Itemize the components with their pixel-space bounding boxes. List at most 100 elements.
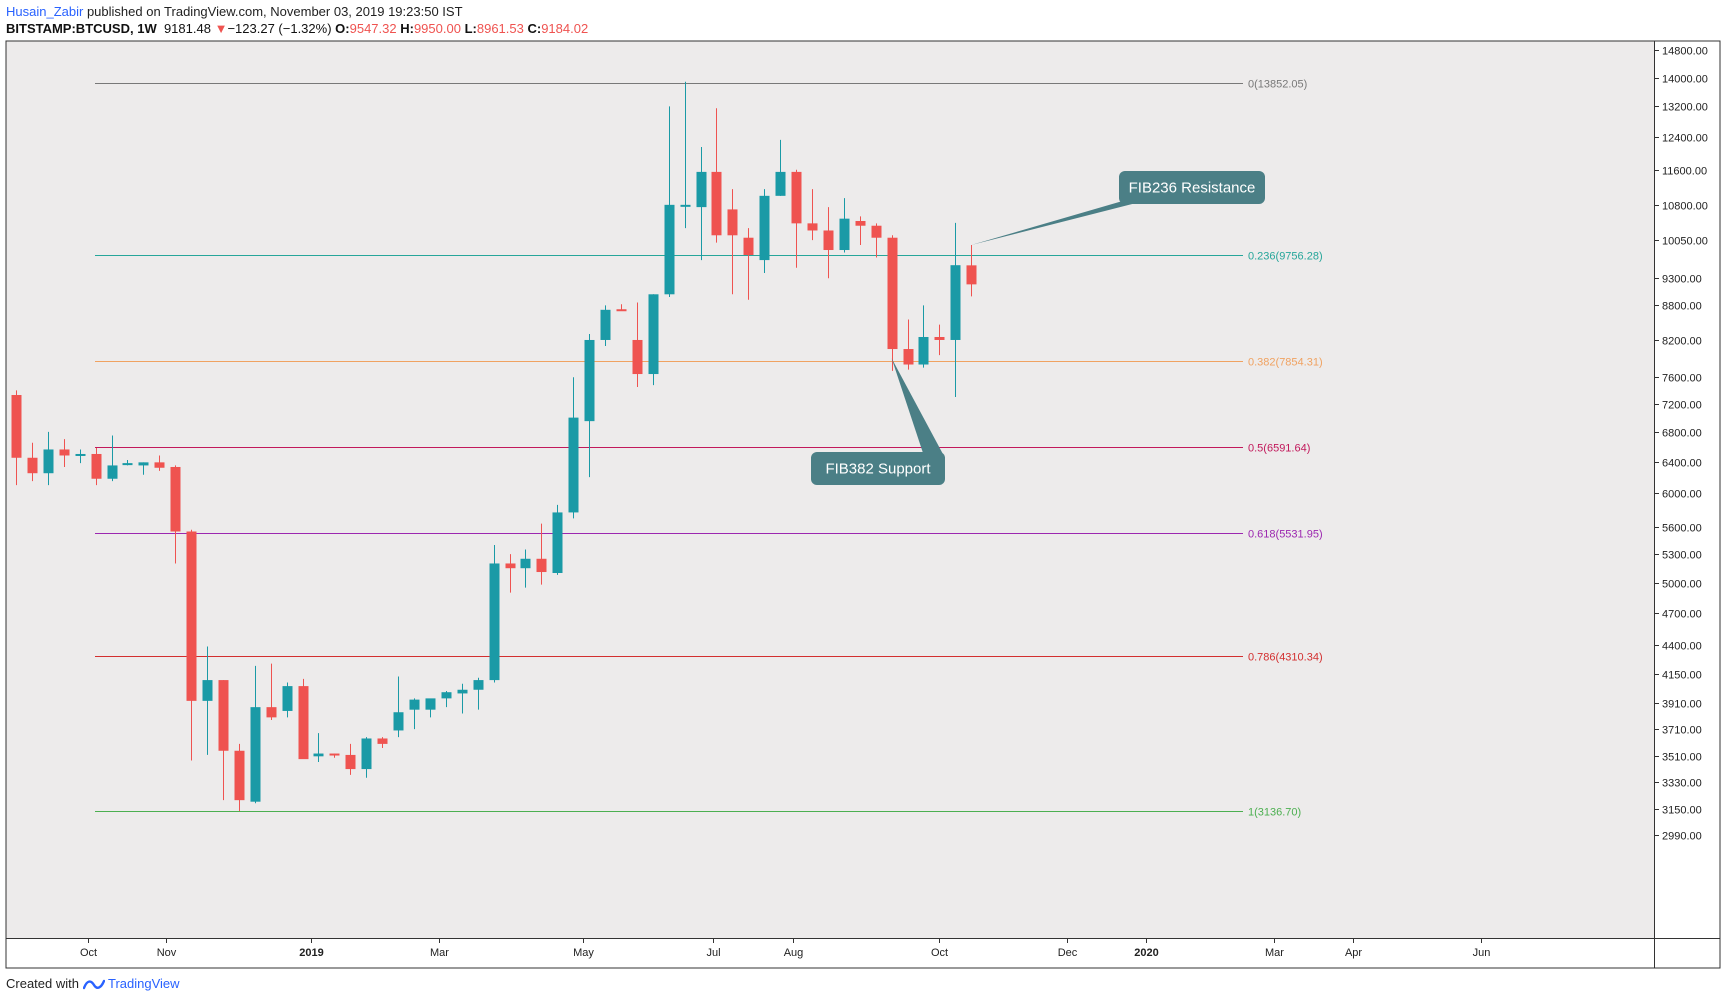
open-value: 9547.32 xyxy=(349,21,397,36)
fib382-callout-text: FIB382 Support xyxy=(825,461,931,478)
time-tick-label: Aug xyxy=(784,947,804,959)
candle-body xyxy=(154,462,165,468)
price-tick-label: 8200.00 xyxy=(1662,336,1702,348)
price-tick-label: 8800.00 xyxy=(1662,301,1702,313)
candle-body xyxy=(122,463,133,466)
time-tick-label: 2020 xyxy=(1134,947,1158,959)
candle-body xyxy=(934,336,945,340)
time-tick-label: May xyxy=(573,947,594,959)
candle-body xyxy=(664,204,675,295)
close-value: 9184.02 xyxy=(541,21,589,36)
open-label: O: xyxy=(335,21,350,36)
candle-body xyxy=(457,689,468,694)
candle-body xyxy=(393,712,404,731)
time-tick-label: Apr xyxy=(1345,947,1362,959)
candle-body xyxy=(807,223,818,231)
candle-body xyxy=(536,558,547,573)
price-tick-label: 6000.00 xyxy=(1662,489,1702,501)
tradingview-link[interactable]: TradingView xyxy=(107,976,180,991)
price-tick-label: 13200.00 xyxy=(1662,102,1708,114)
candle-body xyxy=(584,339,595,422)
time-tick-label: Mar xyxy=(1265,947,1284,959)
fib-label-0.236: 0.236(9756.28) xyxy=(1248,251,1323,263)
time-axis[interactable]: Oct Nov 2019 Mar May Jul Aug Oct Dec 2020 Mar Apr Ju… xyxy=(80,938,1490,959)
candle-body xyxy=(202,680,213,701)
candle-body xyxy=(743,237,754,256)
candle-body xyxy=(91,453,102,479)
candle-body xyxy=(425,698,436,710)
low-label: L: xyxy=(464,21,477,36)
footer: Created with TradingView xyxy=(6,976,180,991)
high-label: H: xyxy=(400,21,414,36)
chart-frame xyxy=(5,40,1721,969)
price-axis[interactable]: 14800.00 14000.00 13200.00 12400.00 11600.00… xyxy=(1654,46,1708,843)
fib236-callout-pointer xyxy=(971,200,1148,246)
price-tick-label: 5300.00 xyxy=(1662,550,1702,562)
candle-body xyxy=(27,457,38,474)
price-chart[interactable]: 0(13852.05) 0.236(9756.28) 0.382(7854.31) 0… xyxy=(0,40,1722,970)
candle-body xyxy=(266,707,277,718)
price-tick-label: 9300.00 xyxy=(1662,274,1702,286)
candle-body xyxy=(186,531,197,701)
price-tick-label: 4400.00 xyxy=(1662,641,1702,653)
candle-body xyxy=(727,209,738,236)
candle-body xyxy=(871,225,882,238)
price-change: −123.27 (−1.32%) xyxy=(227,21,332,36)
candle-body xyxy=(282,686,293,711)
fib-label-0: 0(13852.05) xyxy=(1248,79,1307,91)
candle-body xyxy=(648,294,659,375)
price-tick-label: 10050.00 xyxy=(1662,236,1708,248)
created-with: Created with xyxy=(6,976,79,991)
time-tick-label: Dec xyxy=(1058,947,1078,959)
close-label: C: xyxy=(527,21,542,36)
candle-body xyxy=(855,221,866,226)
price-tick-label: 5000.00 xyxy=(1662,579,1702,591)
candle-body xyxy=(59,449,70,456)
fib-levels: 0(13852.05) 0.236(9756.28) 0.382(7854.31) 0… xyxy=(95,79,1323,819)
publish-info: published on TradingView.com, November 0… xyxy=(86,4,463,19)
candle-body xyxy=(520,558,531,569)
candle-body xyxy=(345,754,356,770)
candle-body xyxy=(361,738,372,770)
candle-body xyxy=(791,171,802,224)
price-tick-label: 4700.00 xyxy=(1662,609,1702,621)
fib-label-0.5: 0.5(6591.64) xyxy=(1248,443,1310,455)
candle-body xyxy=(823,230,834,251)
candle-body xyxy=(473,680,484,690)
time-tick-label: 2019 xyxy=(299,947,323,959)
time-tick-label: Mar xyxy=(430,947,449,959)
last-price: 9181.48 xyxy=(163,21,211,36)
candle-body xyxy=(138,462,149,466)
fib-label-0.382: 0.382(7854.31) xyxy=(1248,357,1323,369)
price-tick-label: 7600.00 xyxy=(1662,373,1702,385)
low-value: 8961.53 xyxy=(476,21,524,36)
candle-body xyxy=(903,349,914,365)
annotations: FIB236 Resistance FIB382 Support xyxy=(811,171,1265,485)
symbol-line: BITSTAMP:BTCUSD, 1W 9181.48 ▼−123.27 (−1… xyxy=(6,21,588,36)
price-tick-label: 6400.00 xyxy=(1662,458,1702,470)
price-tick-label: 2990.00 xyxy=(1662,831,1702,843)
fib236-callout-box xyxy=(1119,171,1265,204)
candle-body xyxy=(441,692,452,699)
candle-body xyxy=(918,336,929,365)
plot-background xyxy=(6,41,1654,938)
timeframe: 1W xyxy=(137,21,157,36)
fib382-callout-pointer xyxy=(891,358,944,456)
price-tick-label: 3330.00 xyxy=(1662,778,1702,790)
fib236-callout-text: FIB236 Resistance xyxy=(1129,180,1256,197)
price-tick-label: 3150.00 xyxy=(1662,805,1702,817)
price-tick-label: 3710.00 xyxy=(1662,725,1702,737)
time-tick-label: Jul xyxy=(706,947,720,959)
price-tick-label: 14800.00 xyxy=(1662,46,1708,58)
candle-body xyxy=(552,512,563,573)
candle-body xyxy=(107,465,118,479)
candle-body xyxy=(966,265,977,285)
price-tick-label: 10800.00 xyxy=(1662,201,1708,213)
price-tick-label: 11600.00 xyxy=(1662,166,1707,178)
candle-body xyxy=(75,453,86,456)
high-value: 9950.00 xyxy=(413,21,461,36)
candle-body xyxy=(11,395,22,458)
candle-body xyxy=(680,204,691,207)
fib382-callout-box xyxy=(811,452,945,485)
author-link[interactable]: Husain_Zabir xyxy=(6,4,84,19)
